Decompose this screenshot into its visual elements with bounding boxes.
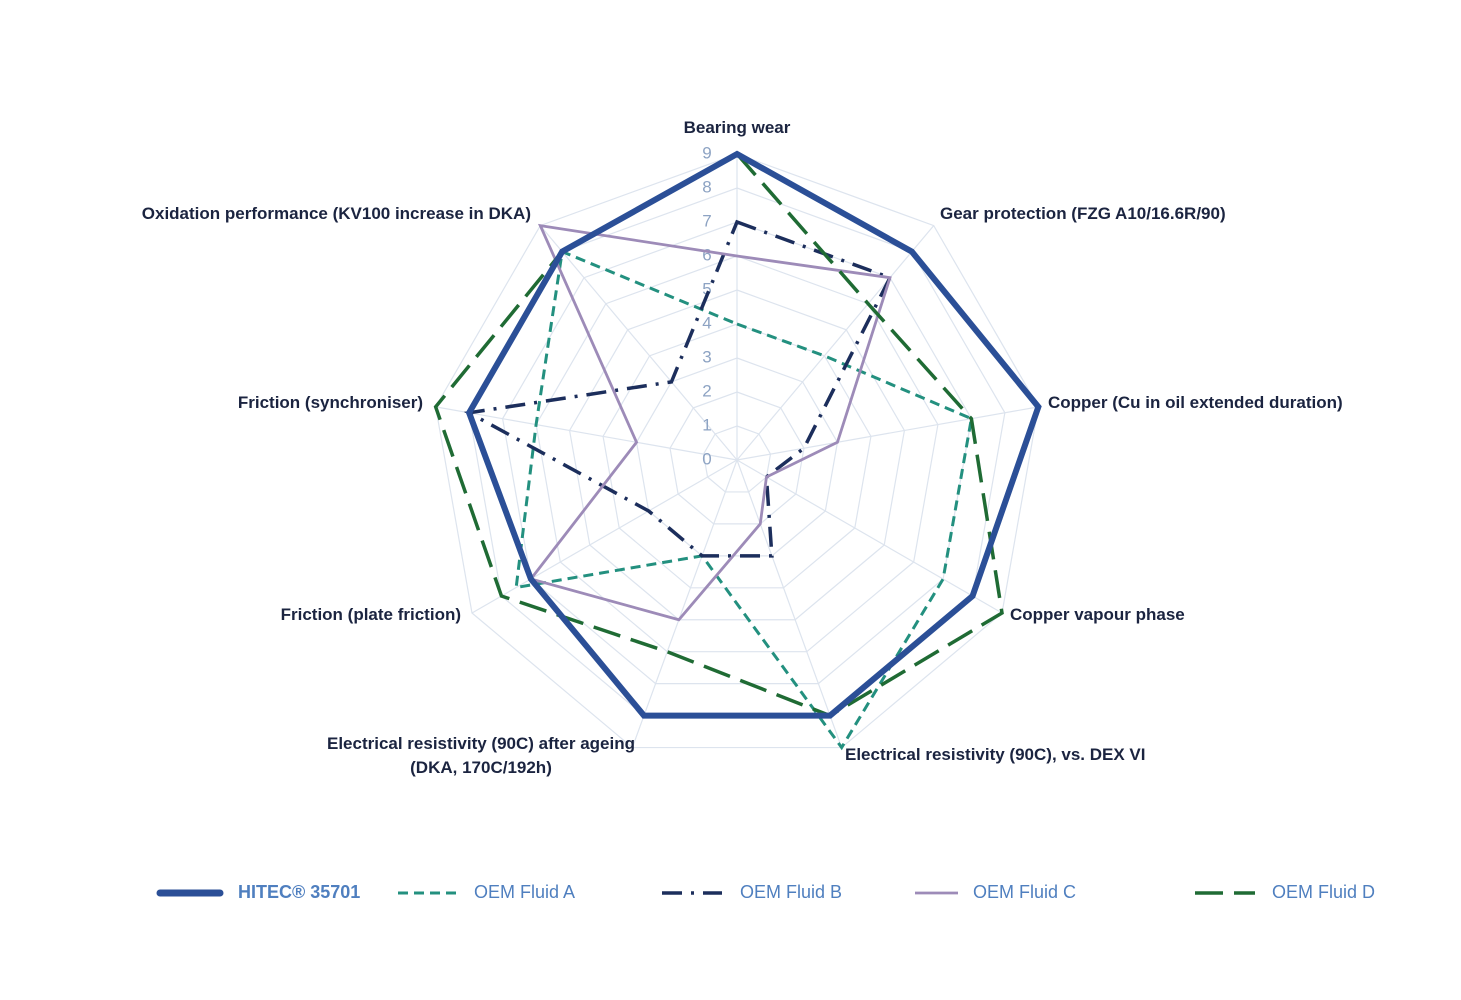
radial-tick-label: 4 — [702, 313, 711, 332]
radial-tick-label: 0 — [702, 449, 711, 468]
grid-ring — [669, 391, 805, 525]
series-line — [433, 151, 1004, 718]
radial-tick-label: 2 — [702, 381, 711, 400]
axis-label: Oxidation performance (KV100 increase in… — [141, 204, 531, 223]
axis-label: Friction (plate friction) — [280, 605, 461, 624]
radial-tick-label: 3 — [702, 347, 711, 366]
legend-label: OEM Fluid B — [740, 882, 842, 902]
legend-label: OEM Fluid A — [474, 882, 575, 902]
radial-tick-label: 1 — [702, 415, 711, 434]
grid-ring — [568, 289, 906, 621]
axis-label: Electrical resistivity (90C) after agein… — [326, 734, 636, 777]
grid-spoke — [539, 225, 738, 461]
series-line — [463, 219, 893, 558]
grid-spoke — [435, 406, 738, 461]
axis-label: Gear protection (FZG A10/16.6R/90) — [940, 204, 1226, 223]
grid-spoke — [736, 406, 1039, 461]
radial-tick-label: 6 — [702, 245, 711, 264]
axis-label: Friction (synchroniser) — [237, 393, 423, 412]
series-line — [514, 249, 974, 751]
radial-tick-label: 7 — [702, 211, 711, 230]
grid-spoke — [631, 459, 738, 748]
series-line — [465, 150, 1042, 719]
axis-label: Copper vapour phase — [1010, 605, 1185, 624]
axis-label: Copper (Cu in oil extended duration) — [1048, 393, 1343, 412]
grid-spoke — [471, 459, 738, 614]
grid-ring — [501, 221, 973, 685]
grid-spoke — [736, 459, 1003, 614]
grid-spoke — [736, 459, 843, 748]
legend-label: OEM Fluid D — [1272, 882, 1375, 902]
legend-label: HITEC® 35701 — [238, 882, 360, 902]
legend-label: OEM Fluid C — [973, 882, 1076, 902]
axis-label: Electrical resistivity (90C), vs. DEX VI — [845, 745, 1146, 764]
radial-tick-label: 9 — [702, 143, 711, 162]
axis-label: Bearing wear — [683, 118, 791, 137]
series-line — [528, 223, 892, 622]
grid-ring — [535, 255, 939, 653]
grid-ring — [702, 425, 772, 493]
grid-spoke — [736, 225, 935, 461]
grid-ring — [435, 153, 1039, 749]
radial-tick-label: 5 — [702, 279, 711, 298]
grid-ring — [602, 323, 872, 589]
radial-tick-label: 8 — [702, 177, 711, 196]
grid-ring — [635, 357, 839, 557]
